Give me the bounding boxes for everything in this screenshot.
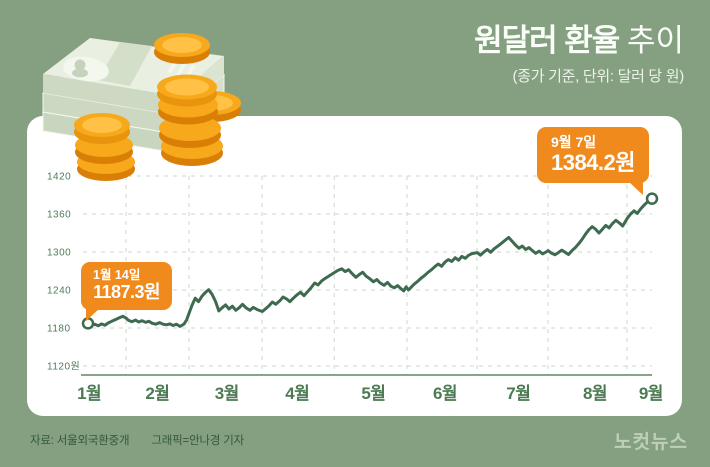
page-subtitle: (종가 기준, 단위: 달러 당 원) [512,68,685,86]
page-title-main: 원달러 환율 [474,23,620,58]
end-point-callout: 9월 7일 1384.2원 [536,127,649,196]
callout-tail-icon [86,309,99,322]
x-tick-label: 9월 [639,384,663,403]
x-tick-label: 3월 [215,384,239,403]
end-point-marker [645,192,659,205]
page-title-light: 추이 [626,23,684,58]
start-date-label: 1월 14일 [93,268,141,282]
start-value-label: 1187.3원 [93,282,161,303]
nocut-news-logo: 노컷뉴스 [614,432,688,453]
y-tick-label: 1420 [47,172,71,183]
end-value-label: 1384.2원 [550,150,636,176]
y-tick-label: 1120원 [47,361,80,373]
end-date-label: 9월 7일 [550,134,597,150]
x-tick-label: 6월 [433,384,457,403]
chart-card: 1420 1360 1300 1240 1180 1120원 1월 2월 3월 4월 5월 6월 7월 8… [27,116,682,416]
y-tick-label: 1300 [47,248,71,259]
header: 원달러 환율 추이 (종가 기준, 단위: 달러 당 원) [474,23,685,86]
x-tick-label: 8월 [583,384,607,403]
x-tick-label: 4월 [285,384,309,403]
y-tick-label: 1360 [47,210,71,221]
callout-tail-icon [629,182,643,196]
source-label: 자료: 서울외국환중개 [30,435,130,447]
money-stack-illustration [41,33,241,181]
footer-source-row: 자료: 서울외국환중개 그래픽=안나경 기자 [30,432,266,448]
y-tick-label: 1240 [47,286,71,297]
gold-coins-icon [74,33,241,181]
credit-label: 그래픽=안나경 기자 [151,435,244,447]
x-tick-label: 7월 [506,384,530,403]
start-point-callout: 1월 14일 1187.3원 [81,262,173,322]
x-tick-label: 5월 [361,384,385,403]
y-tick-label: 1180 [47,324,71,335]
x-tick-label: 1월 [77,384,101,403]
page-title: 원달러 환율 추이 [474,23,684,58]
exchange-rate-line [86,197,654,328]
x-tick-label: 2월 [145,384,169,403]
